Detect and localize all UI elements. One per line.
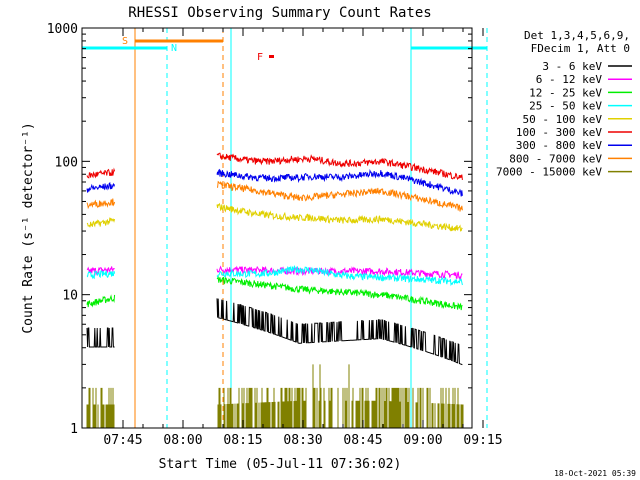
x-tick-label: 08:30: [283, 433, 322, 448]
series-line: [216, 265, 463, 287]
saa-label: S: [122, 36, 128, 47]
y-tick-label: 100: [55, 155, 78, 170]
render-timestamp: 18-Oct-2021 05:39: [554, 469, 636, 478]
y-tick-label: 1000: [47, 22, 78, 37]
series-group: [86, 298, 463, 366]
series-line: [216, 275, 463, 311]
legend-label: 3 - 6 keV: [542, 60, 602, 73]
series-line: [86, 182, 116, 193]
x-tick-label: 08:15: [223, 433, 262, 448]
y-axis-label: Count Rate (s⁻¹ detector⁻¹): [21, 122, 36, 333]
y-tick-label: 10: [62, 289, 78, 304]
legend-label: 50 - 100 keV: [523, 113, 603, 126]
chart-title: RHESSI Observing Summary Count Rates: [128, 5, 431, 21]
series-group: [86, 152, 463, 181]
series-group: [86, 275, 463, 311]
series-line: [216, 202, 463, 232]
series-line: [86, 167, 116, 179]
legend-label: 800 - 7000 keV: [509, 152, 602, 165]
flare-marker: [269, 55, 274, 58]
x-tick-label: 08:00: [163, 433, 202, 448]
series-line: [86, 294, 116, 308]
legend-label: 12 - 25 keV: [529, 86, 602, 99]
series-group: [86, 202, 463, 232]
series-line: [86, 270, 116, 280]
series-line: [86, 198, 116, 210]
series-line: [86, 266, 115, 276]
x-tick-label: 07:45: [103, 433, 142, 448]
series-group: [86, 364, 464, 428]
x-tick-label: 09:00: [403, 433, 442, 448]
legend-label: 6 - 12 keV: [536, 73, 603, 86]
series-group: [86, 265, 463, 287]
legend-label: 100 - 300 keV: [516, 126, 602, 139]
x-axis-label: Start Time (05-Jul-11 07:36:02): [159, 457, 402, 472]
legend-header-line-2: FDecim 1, Att 0: [531, 42, 630, 55]
legend-label: 25 - 50 keV: [529, 100, 602, 113]
legend-label: 300 - 800 keV: [516, 139, 602, 152]
night-label: N: [171, 43, 177, 54]
series-group: [86, 180, 463, 212]
series-line: [86, 217, 116, 228]
x-tick-label: 08:45: [343, 433, 382, 448]
x-tick-label: 09:15: [463, 433, 502, 448]
flare-label: F: [257, 52, 263, 63]
series-group: [86, 168, 463, 197]
y-tick-label: 1: [70, 422, 78, 437]
series-line: [217, 180, 463, 212]
series-line: [216, 152, 463, 181]
series-line: [216, 298, 463, 366]
series-line: [216, 168, 463, 197]
legend-label: 7000 - 15000 keV: [496, 166, 602, 179]
legend-header-line-1: Det 1,3,4,5,6,9,: [524, 29, 630, 42]
plot-frame: [81, 27, 473, 429]
series-line: [86, 327, 115, 348]
